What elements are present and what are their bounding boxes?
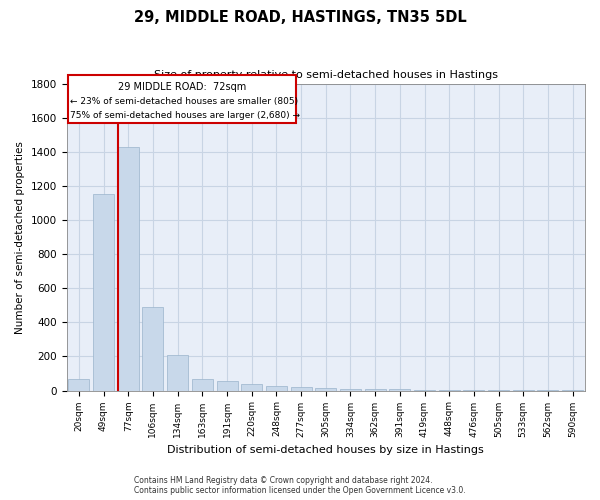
Bar — [340, 389, 361, 390]
Y-axis label: Number of semi-detached properties: Number of semi-detached properties — [15, 140, 25, 334]
Bar — [389, 389, 410, 390]
Text: 29 MIDDLE ROAD:  72sqm: 29 MIDDLE ROAD: 72sqm — [118, 82, 246, 92]
Bar — [315, 388, 336, 390]
Bar — [365, 389, 386, 390]
Title: Size of property relative to semi-detached houses in Hastings: Size of property relative to semi-detach… — [154, 70, 498, 80]
Bar — [217, 381, 238, 390]
FancyBboxPatch shape — [68, 75, 296, 123]
X-axis label: Distribution of semi-detached houses by size in Hastings: Distribution of semi-detached houses by … — [167, 445, 484, 455]
Text: 29, MIDDLE ROAD, HASTINGS, TN35 5DL: 29, MIDDLE ROAD, HASTINGS, TN35 5DL — [134, 10, 466, 25]
Bar — [290, 387, 311, 390]
Bar — [241, 384, 262, 390]
Bar — [266, 386, 287, 390]
Bar — [68, 380, 89, 390]
Text: 75% of semi-detached houses are larger (2,680) →: 75% of semi-detached houses are larger (… — [70, 111, 300, 120]
Bar — [93, 194, 114, 390]
Bar — [118, 146, 139, 390]
Bar — [142, 307, 163, 390]
Bar — [192, 380, 213, 390]
Text: Contains HM Land Registry data © Crown copyright and database right 2024.
Contai: Contains HM Land Registry data © Crown c… — [134, 476, 466, 495]
Text: ← 23% of semi-detached houses are smaller (805): ← 23% of semi-detached houses are smalle… — [70, 97, 298, 106]
Bar — [167, 355, 188, 390]
